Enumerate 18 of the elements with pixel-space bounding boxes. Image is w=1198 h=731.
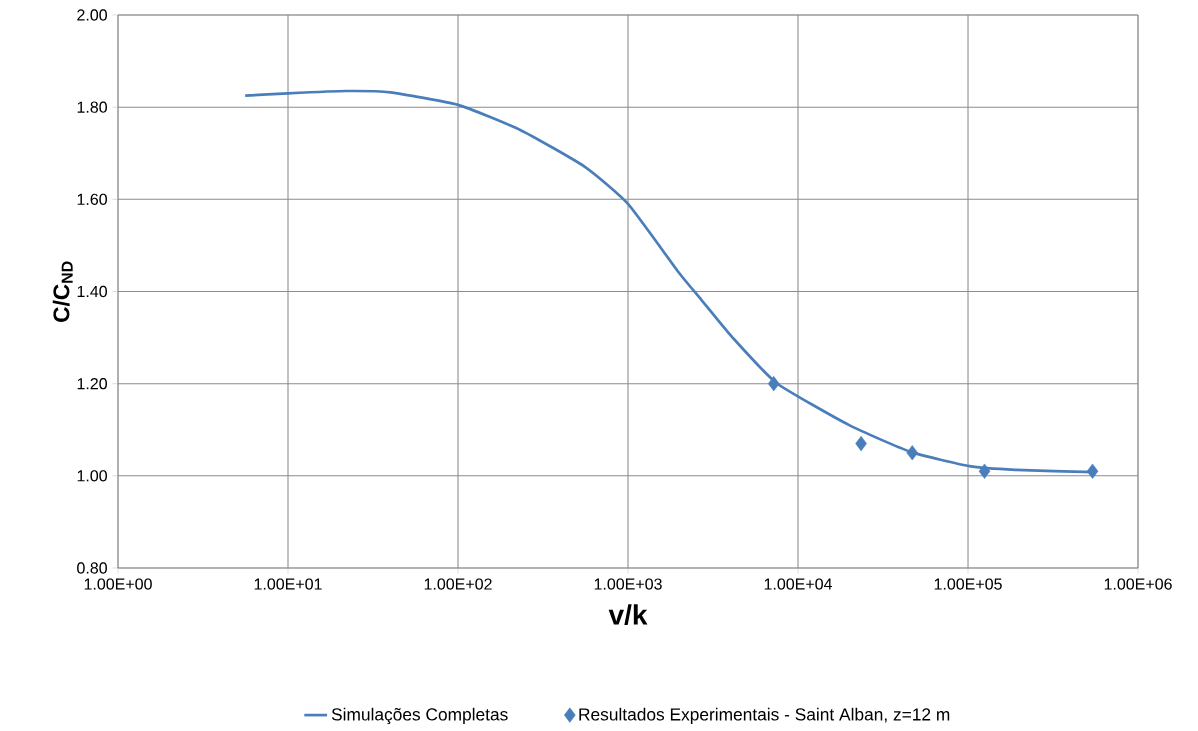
- y-tick-label: 1.80: [77, 101, 107, 113]
- x-tick-label: 1.00E+01: [254, 578, 322, 590]
- y-tick-label: 1.00: [77, 470, 107, 482]
- y-tick-label: 0.80: [77, 562, 107, 574]
- y-tick-label: 2.00: [77, 9, 107, 21]
- x-tick-label: 1.00E+02: [424, 578, 492, 590]
- y-tick-label: 1.40: [77, 285, 107, 298]
- x-tick-label: 1.00E+04: [764, 578, 833, 590]
- x-tick-label: 1.00E+05: [934, 578, 1002, 590]
- x-tick-label: 1.00E+06: [1104, 578, 1172, 590]
- x-axis-title: v/k: [608, 604, 648, 626]
- y-axis-title: C/C$_{ND}$: [52, 261, 73, 322]
- legend-label: Resultados Experimentais - Saint Alban, z=12 m: [579, 707, 950, 724]
- x-tick-label: 1.00E+03: [594, 578, 662, 590]
- y-tick-label: 1.60: [77, 193, 107, 205]
- y-tick-label: 1.20: [77, 378, 107, 390]
- legend-label: Simulações Completas: [331, 707, 508, 725]
- x-tick-label: 1.00E+00: [84, 578, 152, 590]
